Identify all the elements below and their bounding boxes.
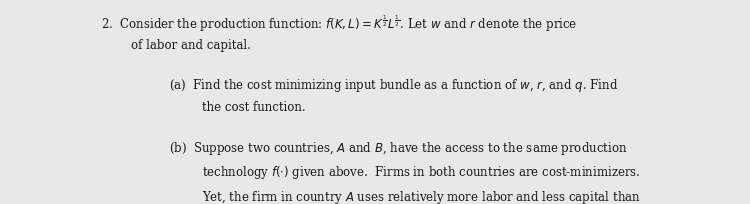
Text: of labor and capital.: of labor and capital. xyxy=(131,38,251,51)
Text: (b)  Suppose two countries, $A$ and $B$, have the access to the same production: (b) Suppose two countries, $A$ and $B$, … xyxy=(169,140,627,156)
Text: (a)  Find the cost minimizing input bundle as a function of $w$, $r$, and $q$. F: (a) Find the cost minimizing input bundl… xyxy=(169,77,618,94)
Text: technology $f(\cdot)$ given above.  Firms in both countries are cost-minimizers.: technology $f(\cdot)$ given above. Firms… xyxy=(202,164,641,181)
Text: the cost function.: the cost function. xyxy=(202,101,306,114)
Text: 2.  Consider the production function: $f(K,L) = K^{\frac{1}{2}}L^{\frac{1}{2}}$.: 2. Consider the production function: $f(… xyxy=(101,14,578,34)
Text: Yet, the firm in country $A$ uses relatively more labor and less capital than: Yet, the firm in country $A$ uses relati… xyxy=(202,188,641,204)
